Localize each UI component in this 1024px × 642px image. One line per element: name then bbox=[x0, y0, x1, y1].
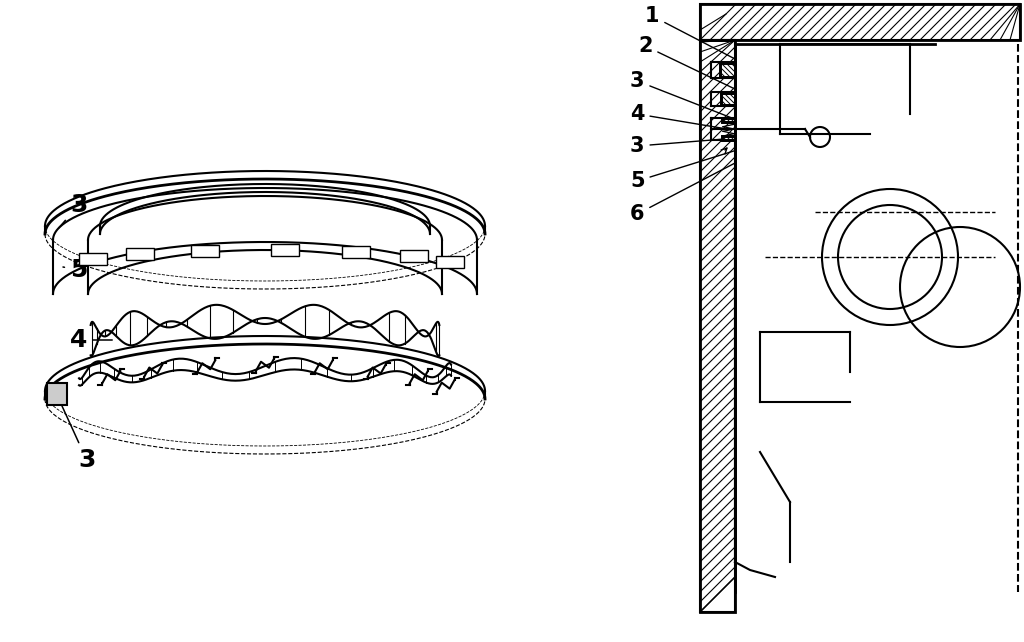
Text: 3: 3 bbox=[630, 71, 734, 119]
Bar bbox=[720, 63, 735, 77]
Text: 3: 3 bbox=[58, 397, 95, 472]
Text: 3: 3 bbox=[58, 193, 87, 228]
Bar bbox=[700, 40, 735, 612]
Bar bbox=[722, 118, 735, 122]
FancyBboxPatch shape bbox=[271, 245, 299, 256]
Text: 4: 4 bbox=[70, 328, 113, 352]
Bar bbox=[722, 136, 735, 140]
Bar bbox=[700, 40, 735, 612]
Bar bbox=[721, 93, 735, 105]
Text: 3: 3 bbox=[630, 136, 734, 156]
Text: 4: 4 bbox=[630, 104, 724, 128]
Bar bbox=[721, 93, 735, 105]
Bar bbox=[722, 136, 735, 140]
Bar bbox=[47, 383, 67, 405]
Bar bbox=[700, 4, 1020, 40]
Bar bbox=[722, 118, 735, 122]
FancyBboxPatch shape bbox=[190, 245, 219, 257]
Text: 5: 5 bbox=[630, 151, 734, 191]
FancyBboxPatch shape bbox=[126, 248, 154, 260]
Text: 2: 2 bbox=[638, 36, 734, 89]
FancyBboxPatch shape bbox=[342, 246, 371, 258]
Text: 1: 1 bbox=[645, 6, 734, 58]
Text: 5: 5 bbox=[63, 258, 87, 282]
Text: 6: 6 bbox=[630, 163, 734, 224]
Bar bbox=[700, 4, 1020, 40]
FancyBboxPatch shape bbox=[79, 253, 108, 265]
Bar bbox=[720, 63, 735, 77]
FancyBboxPatch shape bbox=[400, 250, 428, 262]
FancyBboxPatch shape bbox=[436, 256, 464, 268]
